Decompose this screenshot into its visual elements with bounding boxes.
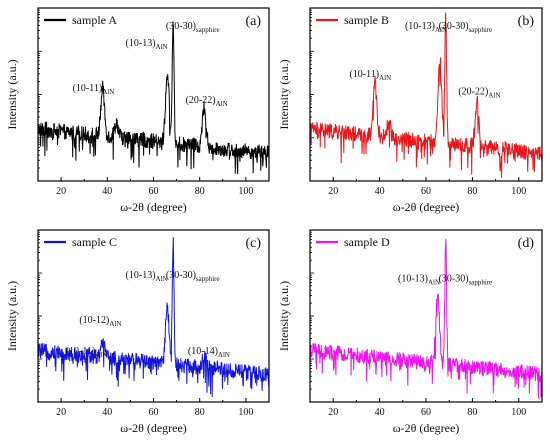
x-tick-label: 40 — [375, 407, 385, 418]
x-tick-label: 80 — [195, 186, 205, 197]
chart-panel-c: Intensity (a.u.) ω-2θ (degree) 20 40 60 80 100… — [5, 229, 270, 435]
peak-annotation-sub: AlN — [435, 26, 447, 34]
peak-annotation-base: (10-11) — [66, 346, 96, 357]
plot-frame — [309, 7, 543, 182]
peak-annotation: (10-13)AlN — [126, 270, 168, 283]
peak-annotation-base: (10-13) — [405, 21, 435, 32]
x-tick-label: 20 — [56, 186, 66, 197]
peak-annotation-sub: sapphire — [469, 279, 493, 287]
peak-annotation-sub: sapphire — [196, 275, 220, 283]
peak-annotation-sub: AlN — [156, 43, 168, 51]
x-tick-label: 40 — [102, 407, 112, 418]
x-tick-label: 40 — [102, 186, 112, 197]
y-axis-label: Intensity (a.u.) — [5, 59, 19, 129]
x-tick-label: 20 — [328, 186, 338, 197]
peak-annotation-base: (10-12) — [79, 315, 109, 326]
panel-label: (c) — [245, 236, 261, 251]
peak-annotation-sub: sapphire — [469, 26, 493, 34]
series-line — [309, 238, 543, 399]
peak-annotation-base: (30-30) — [166, 21, 196, 32]
y-axis-label: Intensity (a.u.) — [277, 59, 291, 129]
x-tick-label: 100 — [511, 407, 526, 418]
plot-frame — [37, 7, 270, 182]
peak-annotation: (10-12)AlN — [79, 315, 121, 328]
peak-annotation: (20-22)AlN — [458, 87, 500, 100]
panel-label: (a) — [245, 14, 261, 29]
peak-annotation-sub: AlN — [488, 92, 500, 100]
peak-annotation: (30-30)sapphire — [439, 274, 493, 287]
peak-annotation-sub: AlN — [102, 88, 114, 96]
peak-annotation-base: (10-13) — [398, 274, 428, 285]
x-axis-label: ω-2θ (degree) — [393, 200, 460, 214]
peak-annotation-base: (10-11) — [349, 69, 379, 80]
x-tick-label: 20 — [56, 407, 66, 418]
peak-annotation-base: (20-22) — [186, 95, 216, 106]
chart-panel-a: Intensity (a.u.) ω-2θ (degree) 20 40 60 80 100… — [5, 7, 270, 214]
peak-annotation: (10-13)AlN — [398, 274, 440, 287]
legend-label: sample C — [72, 235, 117, 249]
chart-panel-b: Intensity (a.u.) ω-2θ (degree) 20 40 60 80 100… — [277, 7, 543, 214]
x-axis-label: ω-2θ (degree) — [120, 200, 187, 214]
peak-annotation: (20-22)AlN — [186, 95, 228, 108]
peak-annotation-sub: AlN — [218, 351, 230, 359]
peak-annotation-base: (10-13) — [126, 38, 156, 49]
x-tick-label: 80 — [467, 407, 477, 418]
x-tick-label: 60 — [421, 407, 431, 418]
plot-frame — [309, 229, 543, 403]
peak-annotation-base: (10-11) — [73, 83, 103, 94]
panel-label: (d) — [518, 236, 535, 251]
peak-annotation-base: (10-13) — [126, 270, 156, 281]
peak-annotation-sub: AlN — [95, 351, 107, 359]
legend-label: sample B — [344, 13, 389, 27]
x-tick-label: 80 — [467, 186, 477, 197]
peak-annotation: (30-30)sapphire — [166, 21, 220, 34]
peak-annotation-base: (30-30) — [439, 274, 469, 285]
x-tick-label: 100 — [238, 407, 253, 418]
x-axis-label: ω-2θ (degree) — [393, 421, 460, 435]
peak-annotation-base: (30-30) — [166, 270, 196, 281]
y-axis-label: Intensity (a.u.) — [5, 281, 19, 351]
peak-annotation-base: (20-22) — [458, 87, 488, 98]
peak-annotation-sub: AlN — [156, 275, 168, 283]
peak-annotation: (10-11)AlN — [73, 83, 115, 96]
legend-label: sample A — [72, 13, 117, 27]
x-tick-label: 40 — [375, 186, 385, 197]
peak-annotation: (10-13)AlN — [126, 38, 168, 51]
peak-annotation: (10-14)AlN — [188, 346, 230, 359]
plot-frame — [37, 229, 270, 403]
peak-annotation-base: (30-30) — [439, 21, 469, 32]
x-tick-label: 60 — [149, 407, 159, 418]
peak-annotation-sub: sapphire — [196, 26, 220, 34]
peak-annotation-sub: AlN — [109, 320, 121, 328]
x-tick-label: 60 — [421, 186, 431, 197]
x-tick-label: 80 — [195, 407, 205, 418]
x-tick-label: 20 — [328, 407, 338, 418]
panel-label: (b) — [518, 14, 535, 29]
x-tick-label: 60 — [149, 186, 159, 197]
y-axis-label: Intensity (a.u.) — [277, 281, 291, 351]
x-axis-label: ω-2θ (degree) — [120, 421, 187, 435]
peak-annotation-sub: AlN — [216, 100, 228, 108]
series-line — [37, 237, 270, 398]
x-tick-label: 100 — [238, 186, 253, 197]
legend-label: sample D — [344, 235, 390, 249]
chart-panel-d: Intensity (a.u.) ω-2θ (degree) 20 40 60 80 100… — [277, 229, 543, 435]
peak-annotation-base: (10-14) — [188, 346, 218, 357]
peak-annotation: (10-11)AlN — [66, 346, 108, 359]
series-line — [37, 21, 270, 175]
peak-annotation: (10-11)AlN — [349, 69, 391, 82]
peak-annotation-sub: AlN — [428, 279, 440, 287]
peak-annotation: (30-30)sapphire — [166, 270, 220, 283]
peak-annotation: (30-30)sapphire — [439, 21, 493, 34]
series-line — [309, 12, 543, 178]
peak-annotation: (10-13)AlN — [405, 21, 447, 34]
x-tick-label: 100 — [511, 186, 526, 197]
peak-annotation-sub: AlN — [379, 74, 391, 82]
